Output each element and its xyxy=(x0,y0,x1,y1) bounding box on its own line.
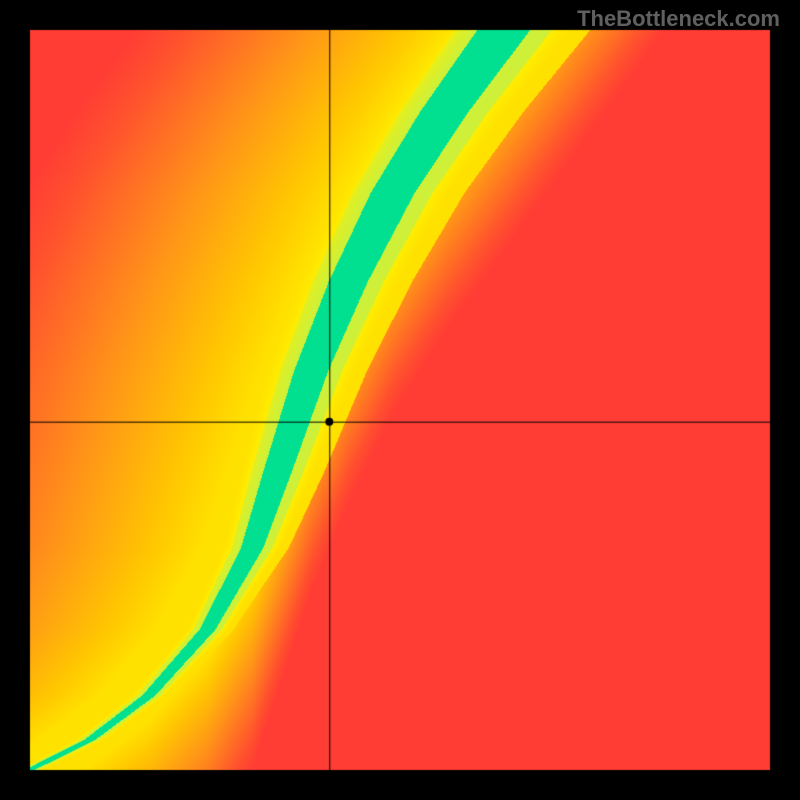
chart-container: { "watermark": { "text": "TheBottleneck.… xyxy=(0,0,800,800)
watermark-text: TheBottleneck.com xyxy=(577,6,780,32)
bottleneck-heatmap xyxy=(0,0,800,800)
